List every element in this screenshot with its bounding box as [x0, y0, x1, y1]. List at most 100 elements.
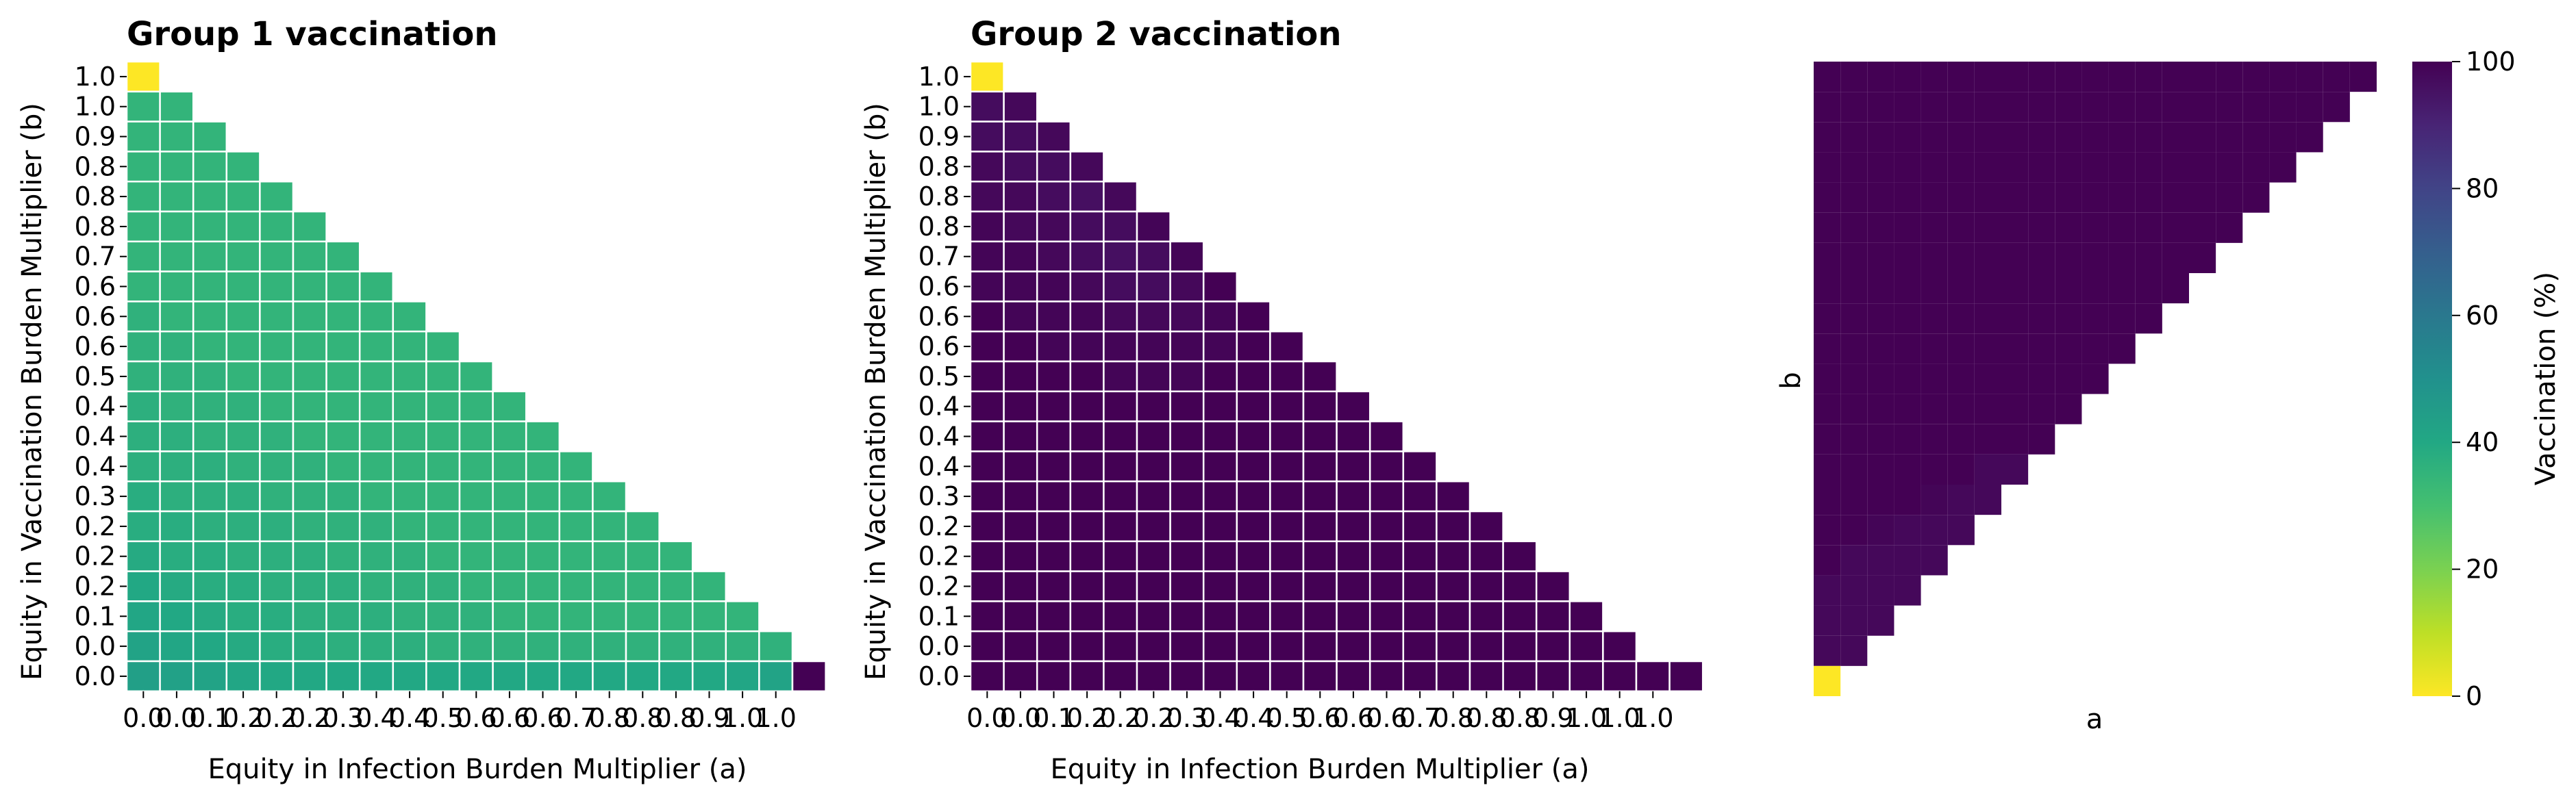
heatmap-cell [1336, 660, 1371, 693]
x-tick-label: 0.4 [1233, 703, 1274, 733]
heatmap-cell [1840, 152, 1868, 183]
heatmap-cell [1840, 605, 1868, 636]
heatmap-cell [325, 450, 361, 483]
heatmap-cell [1840, 545, 1868, 576]
heatmap-cell [2108, 122, 2136, 153]
x-tick-label: 0.2 [1066, 703, 1108, 733]
panel-3-y-axis-label: b [1775, 372, 1807, 389]
x-tick-label: 0.2 [289, 703, 330, 733]
heatmap-cell [2135, 242, 2162, 273]
heatmap-cell [392, 480, 427, 513]
heatmap-cell [192, 151, 228, 183]
heatmap-cell [969, 330, 1005, 363]
x-tick-label: 0.6 [1366, 703, 1407, 733]
heatmap-cell [2055, 303, 2082, 334]
heatmap-cell [558, 540, 594, 572]
heatmap-cell [1867, 62, 1895, 92]
heatmap-cell [1840, 242, 1868, 273]
x-tick-label: 0.4 [355, 703, 397, 733]
heatmap-cell [159, 630, 195, 663]
heatmap-cell [1402, 450, 1438, 483]
heatmap-cell [2081, 182, 2109, 213]
heatmap-cell [2162, 182, 2189, 213]
heatmap-cell [225, 180, 261, 213]
x-tick-label: 0.8 [588, 703, 629, 733]
heatmap-cell [1169, 450, 1205, 483]
heatmap-cell [2055, 122, 2082, 153]
heatmap-cell [1894, 485, 1921, 515]
heatmap-cell [458, 360, 494, 393]
heatmap-cell [1814, 212, 1841, 243]
heatmap-cell [1867, 394, 1895, 424]
heatmap-cell [358, 390, 395, 422]
heatmap-cell [225, 240, 261, 272]
x-tick-label: 0.6 [522, 703, 563, 733]
heatmap-cell [325, 270, 361, 303]
heatmap-cell [159, 330, 195, 363]
heatmap-cell [358, 420, 395, 452]
heatmap-cell [1103, 330, 1138, 363]
heatmap-cell [225, 540, 261, 572]
heatmap-cell [1169, 330, 1205, 363]
heatmap-cell [1867, 182, 1895, 213]
colorbar-label: Vaccination (%) [2530, 272, 2562, 485]
heatmap-cell [592, 540, 627, 572]
heatmap-cell [1867, 485, 1895, 515]
y-tick-label: 0.7 [918, 242, 960, 272]
heatmap-cell [292, 210, 327, 243]
heatmap-cell [2081, 333, 2109, 364]
y-tick-label: 0.2 [75, 572, 116, 602]
heatmap-cell [1468, 630, 1504, 663]
heatmap-cell [1814, 363, 1841, 394]
heatmap-cell [1069, 301, 1105, 333]
heatmap-cell [1840, 273, 1868, 304]
heatmap-cell [1302, 450, 1338, 483]
x-tick-label: 0.6 [1299, 703, 1340, 733]
heatmap-cell [969, 450, 1005, 483]
heatmap-cell [1302, 420, 1338, 452]
heatmap-cell [1169, 360, 1205, 393]
heatmap-cell [2108, 152, 2136, 183]
heatmap-cell [525, 570, 561, 602]
heatmap-cell [1103, 270, 1138, 303]
heatmap-cell [392, 330, 427, 363]
heatmap-cell [225, 660, 261, 693]
heatmap-cell [425, 630, 461, 663]
heatmap-cell [2216, 122, 2243, 153]
heatmap-cell [1202, 450, 1238, 483]
x-tick-label: 0.8 [1432, 703, 1473, 733]
x-tick-label: 0.4 [1199, 703, 1240, 733]
heatmap-cell [1814, 333, 1841, 364]
y-tick-label: 0.0 [75, 661, 116, 691]
heatmap-cell [159, 90, 195, 123]
heatmap-cell [325, 510, 361, 543]
heatmap-cell [159, 210, 195, 243]
heatmap-cell [292, 420, 327, 452]
heatmap-cell [225, 301, 261, 333]
y-tick-label: 0.6 [75, 301, 116, 331]
heatmap-cell [1947, 394, 1975, 424]
heatmap-cell [225, 510, 261, 543]
heatmap-cell [691, 570, 727, 602]
heatmap-cell [1402, 570, 1438, 602]
heatmap-cell [2081, 92, 2109, 123]
heatmap-cell [259, 270, 295, 303]
heatmap-cell [1236, 420, 1271, 452]
heatmap-cell [1814, 635, 1841, 666]
heatmap-cell [658, 570, 694, 602]
heatmap-cell [2108, 303, 2136, 334]
y-tick-label: 0.4 [918, 422, 960, 452]
x-tick-label: 1.0 [755, 703, 796, 733]
y-tick-label: 0.4 [75, 392, 116, 422]
heatmap-cell [1103, 540, 1138, 572]
heatmap-cell [969, 600, 1005, 632]
heatmap-cell [1003, 420, 1038, 452]
heatmap-cell [2028, 92, 2055, 123]
heatmap-cell [125, 630, 161, 663]
heatmap-cell [1103, 360, 1138, 393]
heatmap-cell [125, 240, 161, 272]
heatmap-cell [1069, 600, 1105, 632]
heatmap-cell [1103, 210, 1138, 243]
heatmap-cell [259, 480, 295, 513]
heatmap-cell [159, 450, 195, 483]
